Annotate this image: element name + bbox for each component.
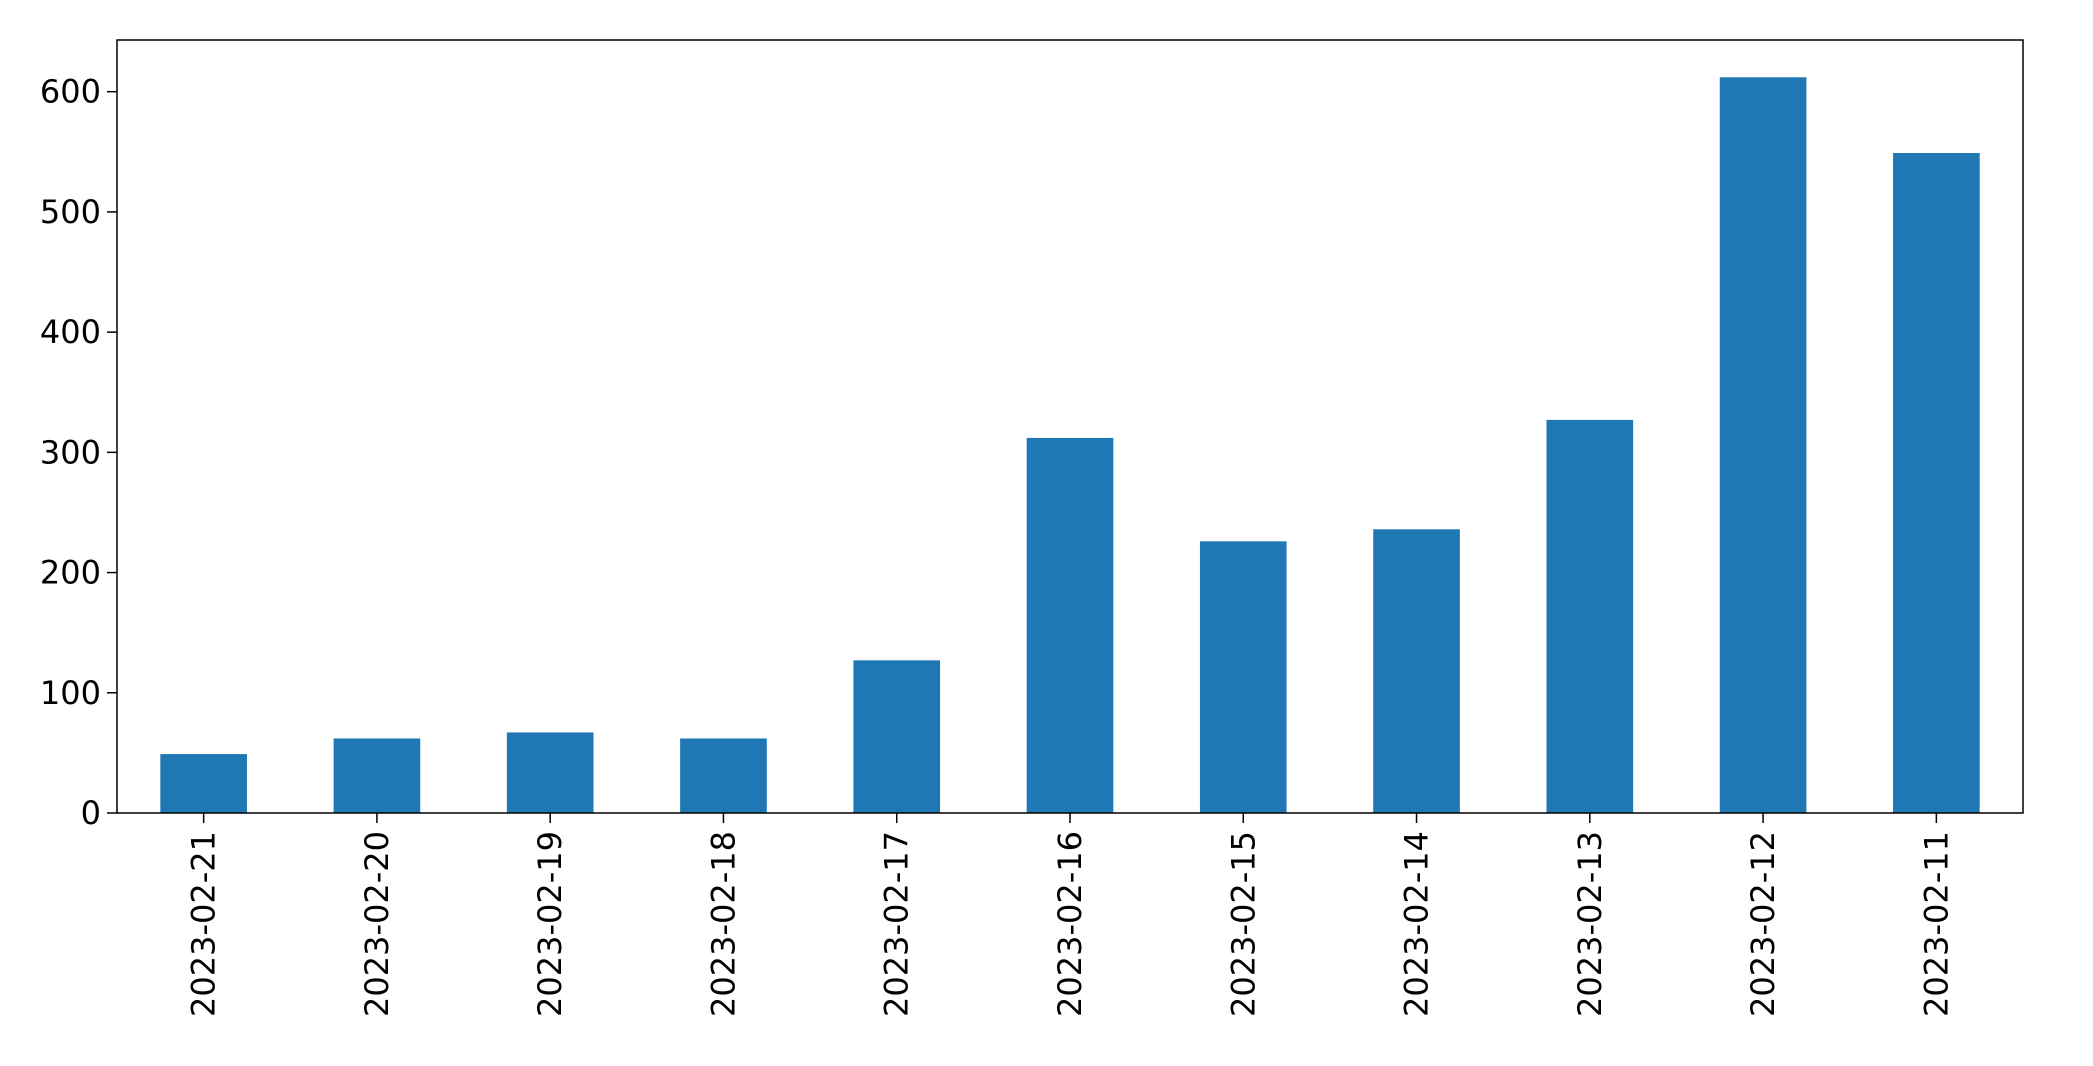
x-tick-label-2023-02-20: 2023-02-20 bbox=[358, 831, 396, 1017]
x-tick-label-2023-02-12: 2023-02-12 bbox=[1744, 831, 1782, 1017]
y-axis: 0 100 200 300 400 500 600 bbox=[40, 73, 117, 832]
y-tick-label: 300 bbox=[40, 433, 101, 471]
bar-2023-02-13 bbox=[1546, 419, 1634, 813]
x-tick-label-2023-02-16: 2023-02-16 bbox=[1051, 831, 1089, 1017]
x-tick-label-2023-02-13: 2023-02-13 bbox=[1571, 831, 1609, 1017]
x-tick-label-2023-02-17: 2023-02-17 bbox=[878, 831, 916, 1017]
x-axis: 2023-02-21 2023-02-20 2023-02-19 2023-02-18… bbox=[185, 813, 1955, 1017]
bar-2023-02-19 bbox=[506, 732, 594, 813]
y-tick-label: 600 bbox=[40, 73, 101, 111]
y-tick-label: 500 bbox=[40, 193, 101, 231]
bar-2023-02-18 bbox=[680, 738, 767, 813]
x-tick-label-2023-02-21: 2023-02-21 bbox=[185, 831, 223, 1017]
y-tick-label: 400 bbox=[40, 313, 101, 351]
y-tick-label: 200 bbox=[40, 554, 101, 592]
x-tick-label-2023-02-11: 2023-02-11 bbox=[1917, 831, 1955, 1017]
bar-2023-02-17 bbox=[853, 660, 941, 813]
y-tick-label: 100 bbox=[40, 674, 101, 712]
bar-2023-02-12 bbox=[1719, 77, 1807, 813]
x-tick-label-2023-02-19: 2023-02-19 bbox=[531, 831, 569, 1017]
bar-2023-02-16 bbox=[1026, 437, 1114, 813]
bar-2023-02-15 bbox=[1199, 541, 1287, 813]
x-tick-label-2023-02-14: 2023-02-14 bbox=[1398, 831, 1436, 1017]
bar-2023-02-14 bbox=[1373, 529, 1460, 813]
bar-2023-02-11 bbox=[1893, 153, 1980, 813]
bars-layer bbox=[160, 77, 1980, 813]
plot-frame bbox=[116, 39, 2024, 814]
y-tick-label: 0 bbox=[81, 794, 101, 832]
x-tick-label-2023-02-15: 2023-02-15 bbox=[1224, 831, 1262, 1017]
x-tick-label-2023-02-18: 2023-02-18 bbox=[704, 831, 742, 1017]
bar-2023-02-21 bbox=[160, 754, 247, 813]
bar-2023-02-20 bbox=[333, 738, 421, 813]
